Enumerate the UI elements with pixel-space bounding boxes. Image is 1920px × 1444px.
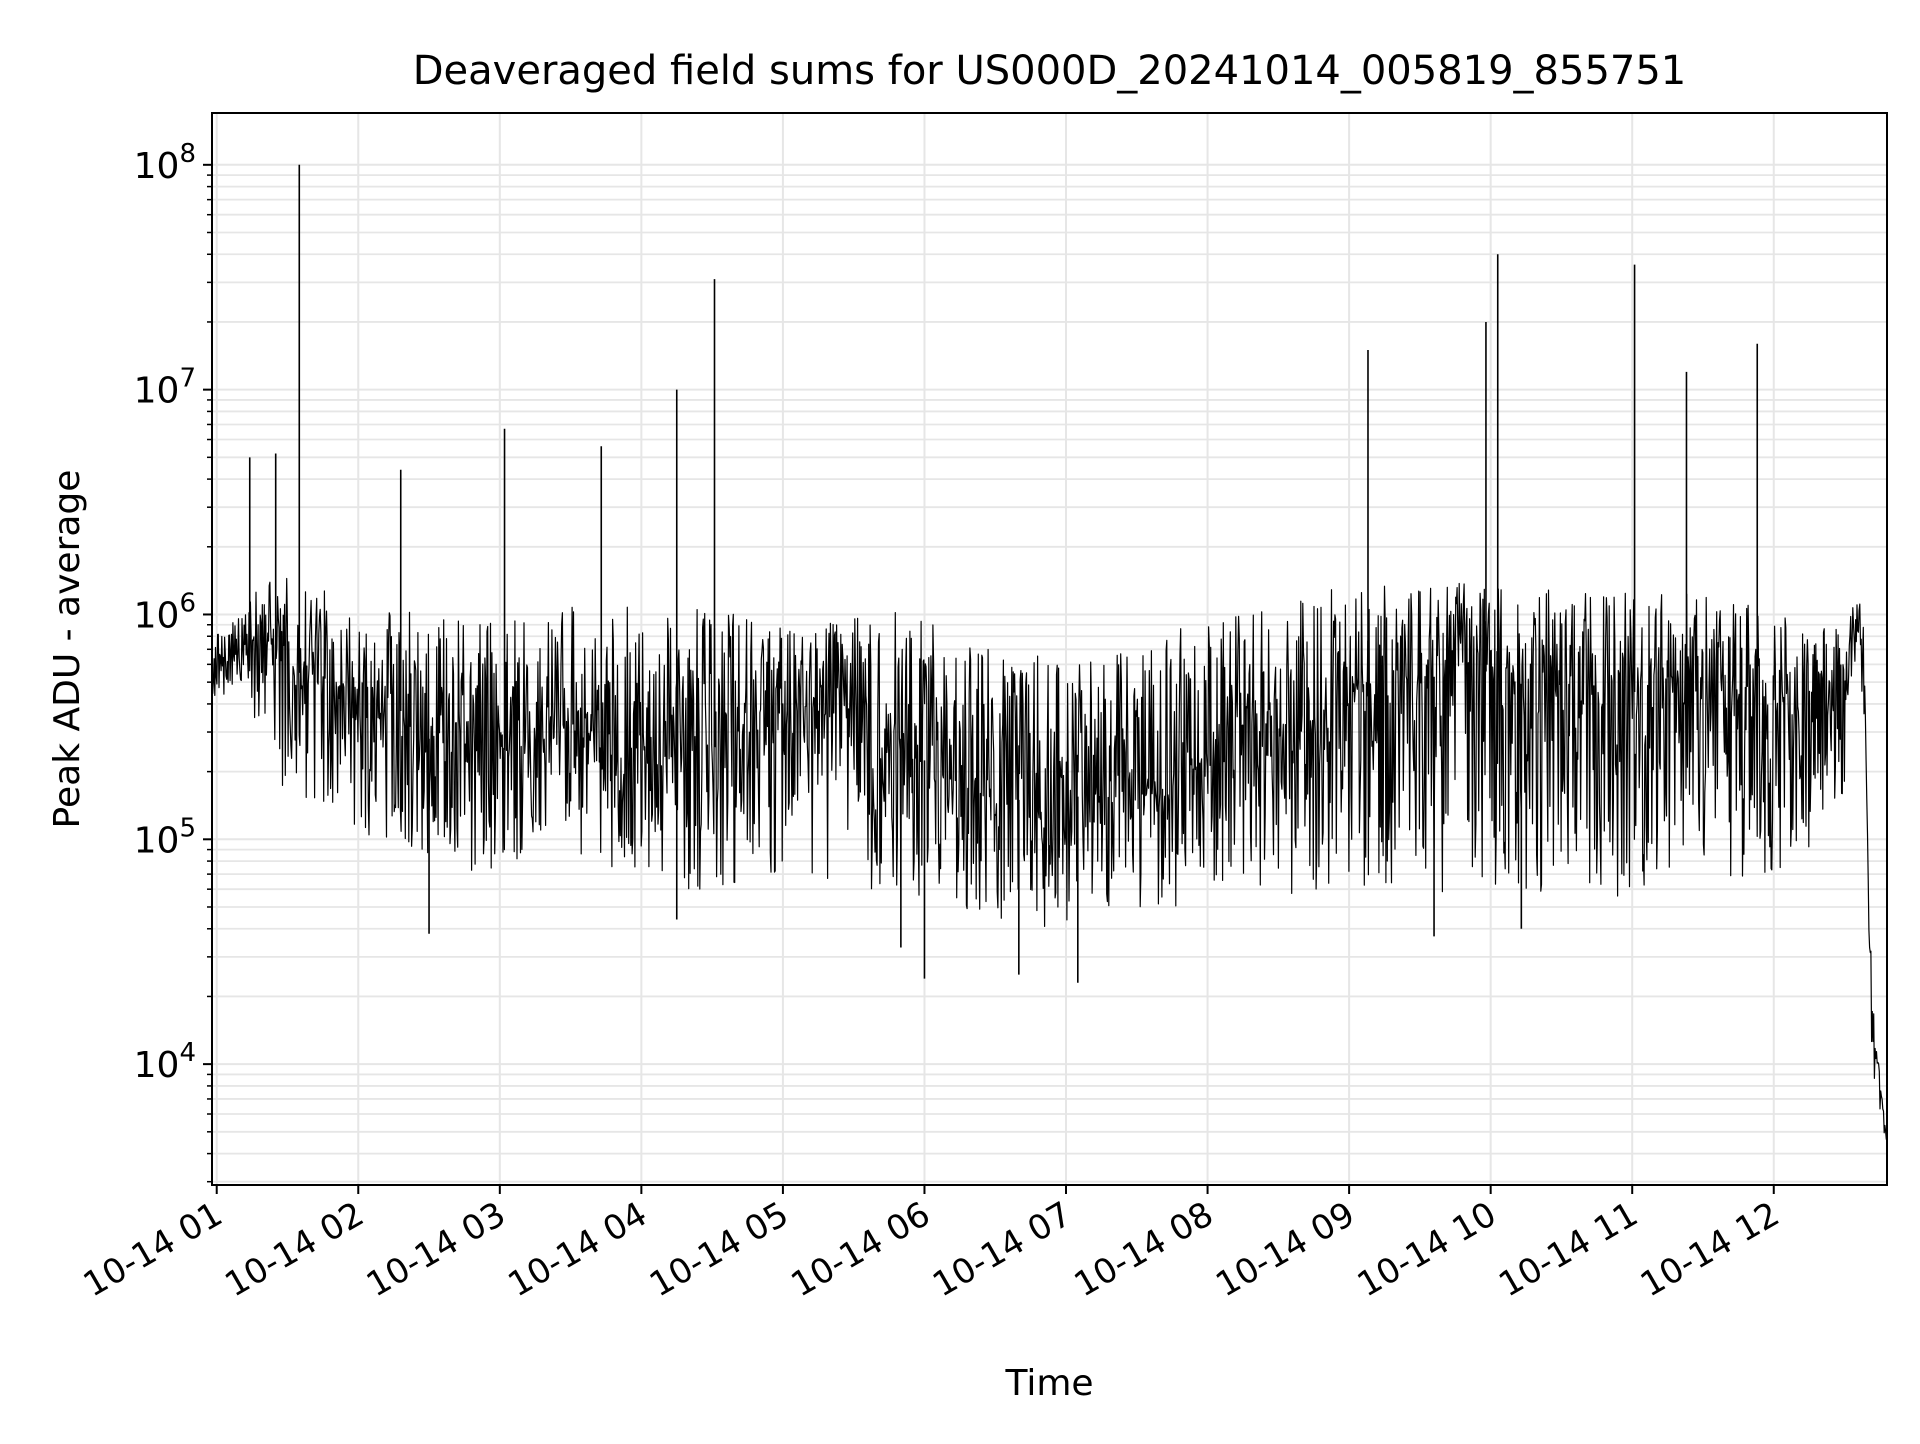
y-tick-label: 107 — [134, 364, 196, 412]
series-line — [211, 577, 1888, 1140]
data-layer — [211, 164, 1888, 1140]
y-tick-label: 104 — [134, 1038, 196, 1086]
x-axis-label: Time — [1004, 1363, 1093, 1404]
y-tick-label: 108 — [134, 139, 196, 187]
y-tick-label: 105 — [134, 813, 196, 861]
y-axis-label: Peak ADU - average — [47, 470, 88, 829]
chart-title: Deaveraged field sums for US000D_2024101… — [413, 48, 1687, 94]
y-tick-label: 106 — [134, 588, 196, 636]
